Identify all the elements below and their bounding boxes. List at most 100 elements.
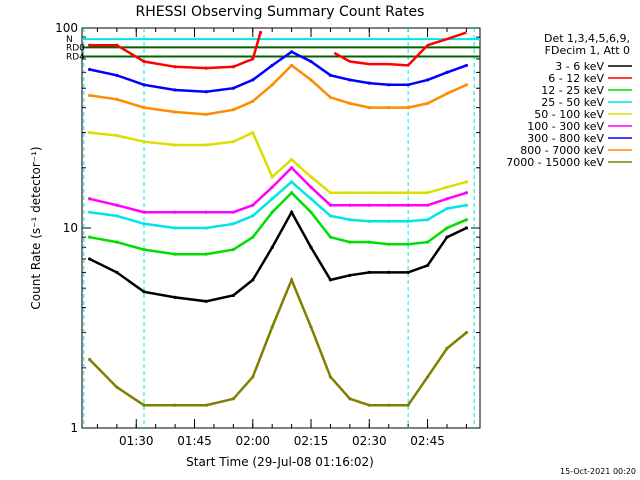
series-point-0: [115, 270, 119, 274]
series-point-6: [445, 70, 449, 74]
series-point-0: [367, 270, 371, 274]
series-point-6: [290, 50, 294, 54]
series-point-6: [231, 86, 235, 90]
series-point-6: [387, 83, 391, 87]
series-point-5: [231, 210, 235, 214]
series-point-6: [406, 83, 410, 87]
series-point-6: [367, 81, 371, 85]
series-point-0: [204, 299, 208, 303]
series-point-2: [328, 235, 333, 239]
series-point-4: [328, 191, 333, 195]
series-line-1: [89, 32, 262, 70]
series-point-5: [387, 203, 391, 207]
series-point-7: [173, 110, 177, 114]
y-tick-label: 10: [63, 221, 78, 235]
series-point-4: [231, 140, 235, 144]
series-point-1: [173, 65, 177, 69]
series-point-0: [309, 245, 313, 249]
legend-header-line-1: Det 1,3,4,5,6,9,: [544, 32, 630, 45]
series-point-4: [115, 133, 119, 138]
series-point-4: [406, 191, 410, 195]
series-point-0: [406, 270, 410, 274]
series-point-4: [425, 191, 430, 195]
series-point-3: [406, 219, 410, 223]
series-point-3: [348, 218, 352, 222]
series-point-3: [88, 210, 92, 214]
series-point-0: [88, 257, 92, 261]
series-point-1: [204, 66, 208, 70]
series-point-4: [251, 130, 255, 135]
series-point-2: [173, 252, 177, 256]
series-point-8: [328, 375, 333, 379]
series-point-5: [464, 191, 469, 195]
series-point-3: [251, 214, 255, 218]
series-point-8: [348, 397, 352, 401]
legend-label-3: 25 - 50 keV: [541, 96, 604, 109]
series-point-5: [425, 203, 430, 207]
series-point-3: [115, 214, 119, 218]
series-point-6: [309, 59, 313, 64]
series-point-1: [231, 65, 235, 69]
series-point-2: [406, 242, 410, 246]
x-tick-label: 01:45: [177, 434, 212, 448]
series-point-7: [367, 105, 371, 110]
series-point-2: [251, 235, 255, 239]
series-point-8: [406, 403, 410, 407]
series-point-3: [464, 203, 469, 207]
series-point-6: [251, 78, 255, 82]
series-point-7: [445, 91, 449, 96]
series-point-2: [290, 191, 294, 195]
series-point-4: [309, 175, 313, 179]
series-point-4: [142, 140, 146, 144]
series-point-2: [142, 247, 146, 252]
series-point-3: [425, 218, 430, 222]
series-point-3: [204, 226, 208, 230]
plot-area: 1 10 100 01:30 01:45 02:00 02:15 02:30 02:45 RD0R…: [55, 21, 481, 448]
series-point-0: [142, 290, 146, 294]
series-point-0: [464, 226, 469, 230]
series-point-7: [88, 93, 92, 98]
series-point-5: [88, 197, 92, 201]
series-line-1-b: [333, 31, 467, 67]
x-tick-label: 01:30: [119, 434, 154, 448]
series-point-7: [290, 63, 294, 68]
y-axis-label: Count Rate (s⁻¹ detector⁻¹): [29, 146, 43, 309]
series-point-7: [115, 97, 119, 101]
series-point-7: [464, 83, 469, 87]
series-point-0: [425, 263, 430, 268]
series-point-8: [115, 385, 119, 389]
series-point-1: [251, 57, 255, 61]
series-point-4: [173, 143, 177, 147]
series-point-2: [309, 210, 313, 214]
series-point-1: [142, 59, 146, 64]
series-point-8: [270, 325, 274, 329]
series-point-3: [387, 219, 391, 223]
series-point-7: [231, 108, 235, 112]
series-point-1: [88, 43, 92, 47]
series-point-1: [115, 43, 119, 47]
series-point-0: [290, 210, 294, 214]
series-point-6: [425, 78, 430, 82]
series-point-7: [309, 78, 313, 82]
series-point-6: [464, 63, 469, 68]
series-point-0: [445, 235, 449, 239]
series-point-6: [328, 73, 333, 77]
series-point-2: [464, 218, 469, 222]
flag-label-n: N: [66, 35, 73, 45]
series-line-8: [88, 276, 468, 407]
series-point-8: [387, 403, 391, 407]
series-point-8: [231, 397, 235, 401]
x-tick-label: 02:30: [352, 434, 387, 448]
series-point-2: [88, 235, 92, 239]
series-point-8: [425, 375, 430, 379]
series-point-0: [328, 278, 333, 282]
legend-label-2: 12 - 25 keV: [541, 84, 604, 97]
series-point-7: [406, 105, 410, 110]
series-point-5: [142, 210, 146, 214]
series-point-4: [387, 191, 391, 195]
flag-label-rd0: RD0: [66, 43, 85, 53]
series-point-0: [173, 295, 177, 299]
series-point-4: [367, 191, 371, 195]
